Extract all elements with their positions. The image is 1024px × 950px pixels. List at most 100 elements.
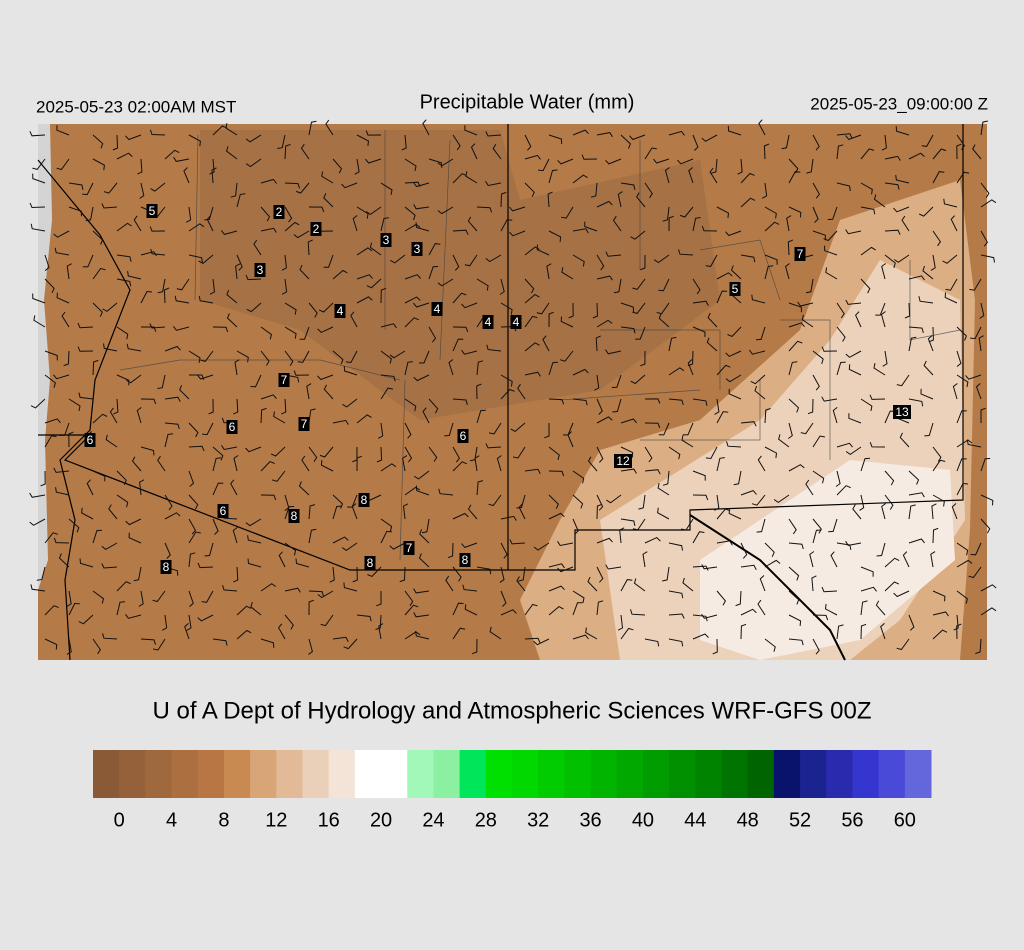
wind-barb (980, 458, 991, 472)
wind-barb (980, 494, 994, 506)
wind-barb (956, 482, 969, 496)
wind-barb (422, 407, 430, 424)
wind-barb (29, 518, 46, 526)
color-swatch (669, 750, 696, 798)
wind-barb (452, 602, 464, 616)
wind-barb (247, 535, 262, 544)
wind-barb (965, 374, 982, 380)
wind-barb (343, 638, 358, 650)
wind-barb (184, 623, 190, 640)
wind-barb (464, 125, 478, 136)
wind-barb (127, 270, 142, 280)
wind-barb (112, 134, 119, 151)
wind-barb (585, 627, 598, 640)
wind-barb (295, 558, 310, 568)
wind-barb (524, 371, 541, 377)
wind-barb (873, 194, 886, 208)
wind-barb (548, 311, 554, 328)
wind-barb (594, 374, 600, 391)
wind-barb (764, 265, 774, 280)
station-box (482, 315, 494, 329)
wind-barb (788, 638, 804, 646)
wind-barb (163, 287, 170, 304)
wind-barb (149, 323, 166, 329)
wind-barb (356, 414, 372, 424)
wind-barb (764, 542, 775, 557)
wind-barb (824, 245, 838, 256)
wind-barb (179, 385, 190, 400)
wind-barb (92, 158, 105, 171)
wind-barb (524, 278, 535, 294)
wind-barb (932, 527, 939, 544)
wind-barb (462, 584, 478, 592)
wind-barb (284, 542, 297, 556)
wind-barb (452, 254, 460, 271)
wind-barb (461, 349, 478, 355)
wind-barb (786, 215, 792, 232)
color-swatch (93, 750, 120, 798)
station-box (431, 302, 443, 316)
wind-barb (352, 215, 358, 232)
wind-barb (44, 374, 56, 388)
wind-barb (740, 421, 757, 427)
wind-barb (812, 518, 822, 534)
wind-barb (668, 215, 674, 232)
wind-barb (644, 638, 660, 647)
wind-barb (44, 254, 50, 271)
wind-barb (284, 350, 294, 366)
wind-barb (278, 551, 286, 568)
wind-barb (668, 398, 684, 406)
wind-barb (236, 350, 249, 363)
wind-barb (706, 337, 718, 352)
wind-barb (980, 182, 990, 198)
wind-barb (500, 515, 517, 521)
wind-barb (893, 206, 910, 213)
color-swatch (223, 750, 251, 798)
wind-barb (389, 542, 406, 550)
wind-barb (788, 171, 801, 184)
wind-barb (53, 537, 70, 544)
wind-barb (277, 623, 286, 640)
wind-barb (236, 605, 252, 616)
station-label: 8 (462, 553, 469, 567)
wind-barb (568, 302, 574, 319)
wind-barb (524, 637, 541, 644)
wind-barb (707, 312, 718, 328)
credit: U of A Dept of Hydrology and Atmospheric… (153, 697, 872, 724)
wind-barb (632, 302, 646, 314)
wind-barb (202, 422, 214, 436)
wind-barb (728, 388, 742, 400)
wind-barb (300, 143, 310, 160)
wind-barb (32, 158, 46, 170)
wind-barb (260, 206, 271, 222)
wind-barb (402, 503, 409, 520)
wind-barb (727, 125, 742, 136)
wind-barb (596, 275, 613, 281)
wind-barb (620, 326, 636, 334)
wind-barb (485, 131, 502, 137)
wind-barb (895, 126, 910, 136)
wind-barb (212, 446, 224, 461)
wind-barb (860, 278, 871, 294)
wind-barb (233, 455, 239, 472)
wind-barb (740, 542, 748, 559)
wind-barb (709, 167, 718, 184)
wind-barb (845, 446, 862, 456)
station-label: 3 (257, 263, 264, 277)
wind-barb (806, 158, 814, 174)
wind-barb (284, 206, 293, 223)
wind-barb (620, 518, 636, 527)
station-box (298, 417, 310, 431)
wind-barb (81, 507, 94, 520)
wind-barb (788, 361, 798, 376)
wind-barb (757, 599, 766, 616)
color-swatch (852, 750, 880, 798)
wind-barb (692, 326, 706, 338)
wind-barb (63, 350, 70, 367)
wind-barb (188, 134, 201, 147)
colorbar-tick-label: 12 (265, 809, 287, 831)
wind-barb (692, 614, 708, 622)
wind-barb (812, 206, 819, 223)
map: 5 2 2 3 3 3 4 4 4 4 7 5 7 6 7 6 6 6 8 8 8 7 8 8 12 13 (29, 119, 997, 661)
wind-barb (356, 134, 370, 147)
